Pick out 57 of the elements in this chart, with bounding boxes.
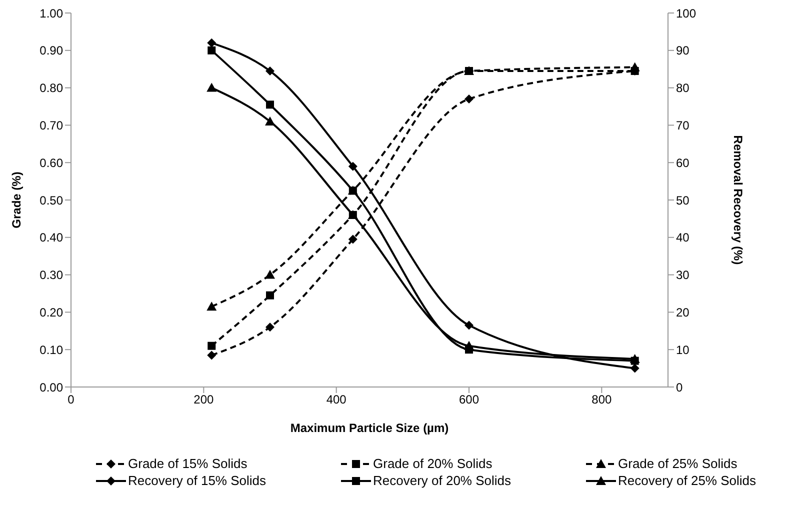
y-tick-label: 0.00	[40, 380, 64, 394]
legend-label: Grade of 15% Solids	[128, 456, 248, 471]
y-tick-label: 0.50	[40, 193, 64, 208]
point	[208, 46, 216, 54]
x-tick-label: 0	[68, 392, 75, 407]
y-tick-label: 1.00	[40, 6, 64, 20]
y2-tick-label: 0	[676, 380, 683, 394]
point	[207, 350, 216, 360]
legend-label: Recovery of 15% Solids	[128, 473, 266, 488]
point	[630, 364, 640, 373]
legend-label: Grade of 20% Solids	[373, 456, 492, 471]
point	[348, 162, 358, 171]
point	[206, 302, 217, 311]
point	[266, 291, 274, 300]
legend-label: Grade of 25% Solids	[618, 456, 738, 471]
point	[207, 38, 216, 48]
point	[348, 234, 358, 244]
y-tick-label: 0.10	[40, 342, 64, 357]
y2-tick-label: 80	[676, 81, 690, 96]
point	[464, 320, 474, 330]
x-tick-label: 600	[458, 392, 480, 407]
y2-tick-label: 70	[676, 118, 690, 132]
point	[630, 62, 640, 72]
y-tick-label: 0.40	[40, 230, 64, 245]
y2-axis-title: Removal Recovery (%)	[730, 135, 745, 265]
y2-tick-label: 90	[676, 44, 690, 58]
x-tick-label: 200	[194, 392, 214, 407]
point	[266, 100, 274, 109]
y2-tick-label: 100	[676, 6, 696, 20]
point	[265, 116, 275, 126]
x-tick-label: 400	[326, 392, 347, 407]
x-tick-label: 800	[592, 392, 612, 407]
y-tick-label: 0.80	[40, 81, 64, 96]
y-axis-title: Grade (%)	[9, 172, 24, 228]
point	[266, 322, 274, 332]
y2-tick-label: 40	[676, 230, 690, 245]
point	[348, 186, 357, 195]
point	[464, 340, 474, 350]
x-axis-title: Maximum Particle Size (µm)	[290, 421, 449, 435]
point	[630, 354, 640, 363]
point	[206, 82, 217, 92]
y-tick-label: 0.30	[40, 268, 64, 282]
point	[464, 94, 474, 104]
point	[266, 66, 274, 76]
legend-label: Recovery of 25% Solids	[618, 473, 756, 488]
point	[265, 270, 275, 279]
y2-tick-label: 30	[676, 268, 690, 282]
y2-tick-label: 20	[676, 305, 690, 320]
y-tick-label: 0.90	[40, 44, 64, 58]
y2-tick-label: 50	[676, 193, 690, 208]
y-tick-label: 0.20	[40, 305, 64, 320]
y-tick-label: 0.60	[40, 156, 64, 170]
y2-tick-label: 10	[676, 342, 690, 357]
y2-tick-label: 60	[676, 156, 690, 170]
y-tick-label: 0.70	[40, 118, 64, 132]
point	[208, 342, 216, 350]
legend-label: Recovery of 20% Solids	[373, 473, 512, 488]
